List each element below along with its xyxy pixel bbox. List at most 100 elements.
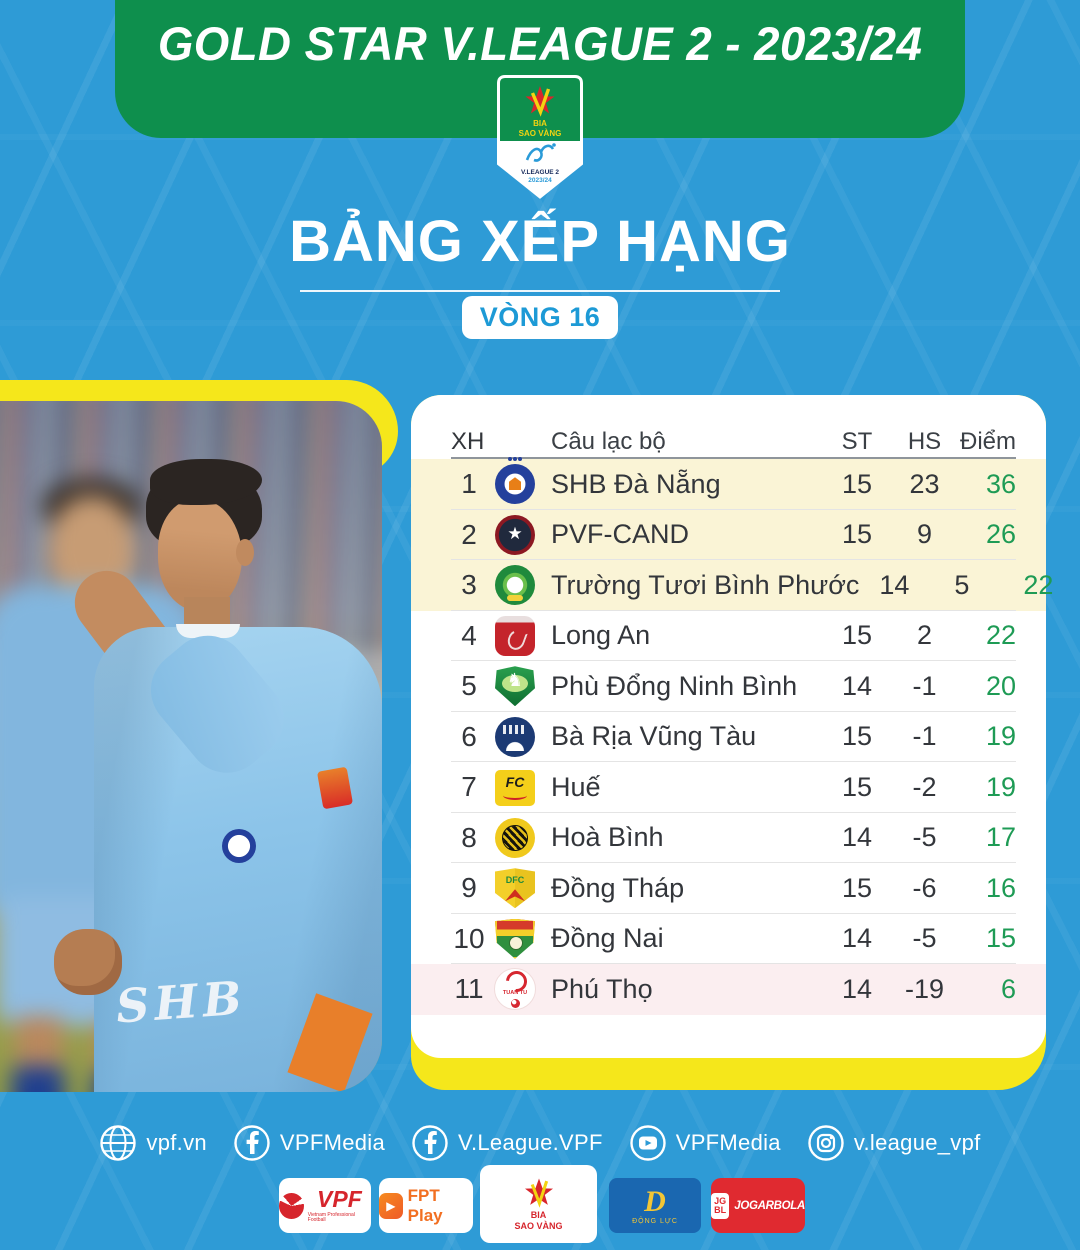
social-label: vpf.vn [146,1130,207,1155]
club-cell: Phú Thọ [551,973,653,1004]
col-header-points: Điểm [959,428,1016,455]
points-cell: 36 [985,468,1016,499]
social-item-website: vpf.vn [99,1124,207,1162]
fpt-logo-text: FPT Play [407,1185,443,1225]
club-logo-hue: FC [495,770,535,807]
gd-cell: -1 [912,670,937,701]
jersey-crest [222,829,256,863]
points-cell: 15 [985,923,1016,954]
played-cell: 15 [841,771,873,802]
sponsor-vpf: VPF Vietnam Professional Football [279,1178,371,1233]
points-cell: 20 [985,670,1016,701]
gd-cell: -2 [912,771,937,802]
play-button-icon: ▶ [379,1192,403,1219]
photo-main-player: SHB [0,401,382,1092]
league-badge-icon: BIA SAO VÀNG V.LEAGUE 2 2023/24 [497,75,583,199]
title-divider [300,290,780,292]
table-row: 4 Long An 15 2 22 [411,611,1046,661]
sponsor-fpt-play: ▶ FPT Play [379,1178,473,1233]
played-cell: 15 [841,721,873,752]
globe-icon [100,1125,137,1161]
col-header-rank: XH [451,428,485,455]
points-cell: 19 [985,771,1016,802]
round-badge: VÒNG 16 [462,296,618,339]
points-cell: 22 [985,620,1016,651]
points-cell: 19 [985,721,1016,752]
social-item-facebook-league: V.League.VPF [411,1124,603,1162]
col-header-club: Câu lạc bộ [551,428,666,455]
bia-logo-line1: BIA [530,1210,547,1221]
points-cell: 17 [985,822,1016,853]
played-cell: 14 [841,822,873,853]
jersey-sponsor-patch [316,766,354,810]
svg-text:SAO VÀNG: SAO VÀNG [519,129,562,138]
club-logo-text: TUAN TU [502,990,528,997]
table-row: 6 Bà Rịa Vũng Tàu 15 -1 19 [411,712,1046,762]
dong-luc-logo-text: ĐỘNG LỰC [632,1217,678,1225]
col-header-gd: HS [907,428,942,455]
rank-cell: 8 [461,821,477,853]
rank-cell: 7 [461,771,477,803]
rank-cell: 11 [454,973,484,1005]
gold-star-icon [524,1178,553,1208]
club-cell: Trường Tươi Bình Phước [551,569,860,600]
table-row: 1 SHB Đà Nẵng 15 23 36 [411,457,1046,510]
social-item-facebook: VPFMedia [233,1124,385,1162]
played-cell: 14 [879,569,910,600]
table-row: 2 PVF-CAND 15 9 26 [411,509,1046,560]
vpf-logo-text: VPF [317,1186,362,1212]
standings-card: XH Câu lạc bộ ST HS Điểm 1 SHB Đà Nẵng 1… [411,395,1053,1058]
svg-text:BIA: BIA [533,119,547,128]
jogarbola-monogram-bottom: BL [714,1204,727,1215]
club-cell: PVF-CAND [551,519,690,550]
vpf-tagline: Vietnam Professional Football [307,1212,355,1223]
table-row: 5 Phù Đổng Ninh Bình 14 -1 20 [411,661,1046,712]
club-cell: Phù Đổng Ninh Bình [551,670,798,701]
svg-text:2023/24: 2023/24 [528,177,552,184]
social-label: v.league_vpf [853,1130,981,1155]
sponsor-dong-luc: D ĐỘNG LỰC [609,1178,701,1233]
rank-cell: 10 [453,922,485,954]
table-row: 7 FC Huế 15 -2 19 [411,762,1046,813]
gd-cell: 23 [909,468,940,499]
club-cell: Đồng Tháp [551,872,685,903]
played-cell: 14 [841,923,873,954]
club-cell: Huế [551,771,601,802]
played-cell: 15 [841,872,873,903]
club-logo-pvf-cand [495,514,535,555]
social-item-instagram: v.league_vpf [807,1124,981,1162]
table-row: 9 DFC Đồng Tháp 15 -6 16 [411,863,1046,914]
club-cell: Bà Rịa Vũng Tàu [551,721,757,752]
gd-cell: -5 [912,822,937,853]
league-title: GOLD STAR V.LEAGUE 2 - 2023/24 [157,17,923,70]
vpf-ball-icon [279,1192,304,1219]
gd-cell: 9 [916,519,933,550]
social-links-row: vpf.vn VPFMedia V.League.VPF VPFMedia [0,1124,1080,1162]
standings-header-row: XH Câu lạc bộ ST HS Điểm [411,425,1046,459]
facebook-icon [412,1125,448,1161]
played-cell: 15 [841,519,873,550]
col-header-played: ST [841,428,873,455]
standings-table: XH Câu lạc bộ ST HS Điểm 1 SHB Đà Nẵng 1… [411,425,1053,1015]
social-label: VPFMedia [279,1130,386,1155]
points-cell: 26 [985,519,1016,550]
table-row: 3 Trường Tươi Bình Phước 14 5 22 [411,560,1053,611]
club-logo-binh-phuoc [495,565,535,606]
social-label: V.League.VPF [458,1130,603,1155]
league-banner: GOLD STAR V.LEAGUE 2 - 2023/24 [115,0,965,138]
sponsor-jogarbola: JG BL JOGARBOLA [711,1178,805,1233]
club-logo-ba-ria-vung-tau [495,716,535,757]
gd-cell: -1 [912,721,937,752]
club-cell: Long An [551,620,651,651]
played-cell: 15 [841,620,873,651]
facebook-icon [234,1125,270,1161]
played-cell: 15 [841,468,873,499]
rank-cell: 9 [461,872,477,904]
club-logo-text: DFC [505,875,525,886]
points-cell: 22 [1023,569,1054,600]
youtube-icon [630,1125,666,1161]
played-cell: 14 [841,973,873,1004]
gd-cell: 2 [916,620,933,651]
rank-cell: 5 [461,670,477,702]
